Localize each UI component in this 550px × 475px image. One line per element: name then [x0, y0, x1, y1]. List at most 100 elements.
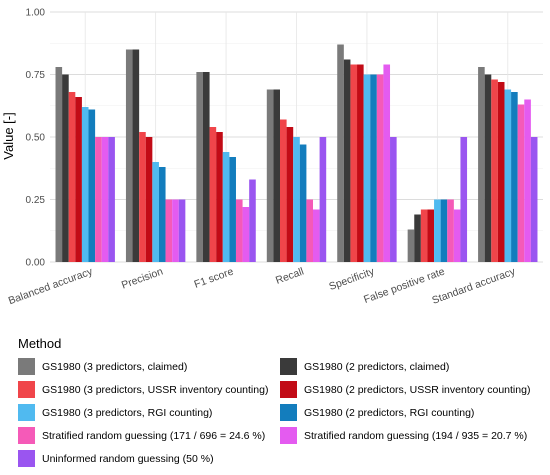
bar: [530, 137, 538, 262]
legend-item: Stratified random guessing (194 / 935 = …: [280, 426, 542, 445]
bar: [293, 137, 300, 262]
legend-swatch: [280, 427, 297, 444]
legend-swatch: [18, 404, 35, 421]
legend-label: GS1980 (3 predictors, RGI counting): [42, 406, 213, 419]
bar: [383, 64, 391, 262]
bar: [390, 137, 397, 262]
legend-item: GS1980 (3 predictors, claimed): [18, 357, 280, 376]
bar: [125, 49, 133, 262]
legend-item: GS1980 (3 predictors, RGI counting): [18, 403, 280, 422]
bar: [343, 59, 351, 262]
bar: [216, 132, 223, 262]
bar: [242, 207, 250, 262]
bar: [209, 127, 217, 262]
legend-item: Stratified random guessing (171 / 696 = …: [18, 426, 280, 445]
bar: [235, 199, 243, 262]
bar: [196, 72, 203, 262]
bar: [434, 199, 441, 262]
bar: [280, 119, 287, 262]
bar: [266, 89, 274, 262]
bar: [427, 209, 435, 262]
bar: [511, 92, 518, 262]
legend-swatch: [18, 427, 35, 444]
x-tick-label: Specificity: [327, 265, 376, 293]
bar: [337, 44, 344, 262]
bar: [440, 199, 448, 262]
bar: [313, 209, 320, 262]
legend-label: GS1980 (2 predictors, RGI counting): [304, 406, 475, 419]
legend-title: Method: [18, 336, 62, 351]
bar: [75, 97, 82, 262]
bar: [299, 144, 307, 262]
bar: [407, 229, 415, 262]
bar: [152, 162, 159, 262]
legend-item: GS1980 (2 predictors, claimed): [280, 357, 542, 376]
bar: [172, 199, 179, 262]
bar: [460, 137, 468, 262]
legend-label: GS1980 (3 predictors, USSR inventory cou…: [42, 383, 269, 396]
x-tick-label: Recall: [274, 266, 306, 287]
bars: [55, 44, 538, 262]
bar: [222, 152, 230, 262]
bar: [517, 104, 525, 262]
bar: [286, 127, 294, 262]
bar: [88, 109, 96, 262]
bar: [484, 74, 492, 262]
bar: [249, 179, 256, 262]
legend-swatch: [280, 404, 297, 421]
legend-label: GS1980 (3 predictors, claimed): [42, 360, 188, 373]
legend-label: Uninformed random guessing (50 %): [42, 452, 214, 465]
bar: [370, 74, 377, 262]
legend-item: GS1980 (2 predictors, RGI counting): [280, 403, 542, 422]
bar: [357, 64, 364, 262]
bar: [273, 89, 280, 262]
bar: [491, 79, 498, 262]
bar: [524, 99, 531, 262]
x-tick-label: F1 score: [193, 265, 236, 290]
legend-label: GS1980 (2 predictors, USSR inventory cou…: [304, 383, 531, 396]
bar: [101, 137, 109, 262]
bar: [497, 82, 505, 262]
bar: [95, 137, 102, 262]
legend-label: GS1980 (2 predictors, claimed): [304, 360, 450, 373]
x-tick-label: Precision: [120, 265, 165, 291]
bar: [414, 214, 421, 262]
legend-item: GS1980 (2 predictors, USSR inventory cou…: [280, 380, 542, 399]
y-tick-label: 0.00: [26, 258, 46, 269]
bar: [62, 74, 69, 262]
x-tick-label: Balanced accuracy: [7, 265, 95, 307]
y-tick-label: 0.50: [26, 133, 46, 144]
legend-items: GS1980 (3 predictors, claimed) GS1980 (2 …: [18, 357, 543, 468]
bar: [363, 74, 371, 262]
legend-swatch: [18, 358, 35, 375]
x-tick-labels: Balanced accuracy Precision F1 score Recall…: [7, 265, 518, 307]
bar: [453, 209, 461, 262]
bar: [55, 67, 63, 262]
bar: [81, 107, 89, 262]
legend-swatch: [18, 450, 35, 467]
bar: [108, 137, 115, 262]
bar: [504, 89, 512, 262]
bar: [202, 72, 210, 262]
bar: [478, 67, 485, 262]
bar: [420, 209, 428, 262]
bar: [68, 92, 76, 262]
legend-label: Stratified random guessing (194 / 935 = …: [304, 429, 528, 442]
legend-swatch: [280, 381, 297, 398]
legend-item: Uninformed random guessing (50 %): [18, 449, 280, 468]
bar-chart: 0.00 0.25 0.50 0.75 1.00 Balanced accuracy Pr…: [1, 8, 543, 307]
legend: Method GS1980 (3 predictors, claimed) GS1…: [18, 336, 543, 468]
legend-label: Stratified random guessing (171 / 696 = …: [42, 429, 266, 442]
bar: [178, 199, 186, 262]
bar: [132, 49, 140, 262]
bar: [158, 167, 166, 262]
bar: [139, 132, 146, 262]
legend-swatch: [280, 358, 297, 375]
bar: [447, 199, 454, 262]
bar: [145, 137, 153, 262]
y-tick-label: 0.25: [26, 195, 46, 206]
legend-swatch: [18, 381, 35, 398]
y-tick-labels: 0.00 0.25 0.50 0.75 1.00: [26, 8, 46, 269]
legend-item: GS1980 (3 predictors, USSR inventory cou…: [18, 380, 280, 399]
bar: [306, 199, 313, 262]
